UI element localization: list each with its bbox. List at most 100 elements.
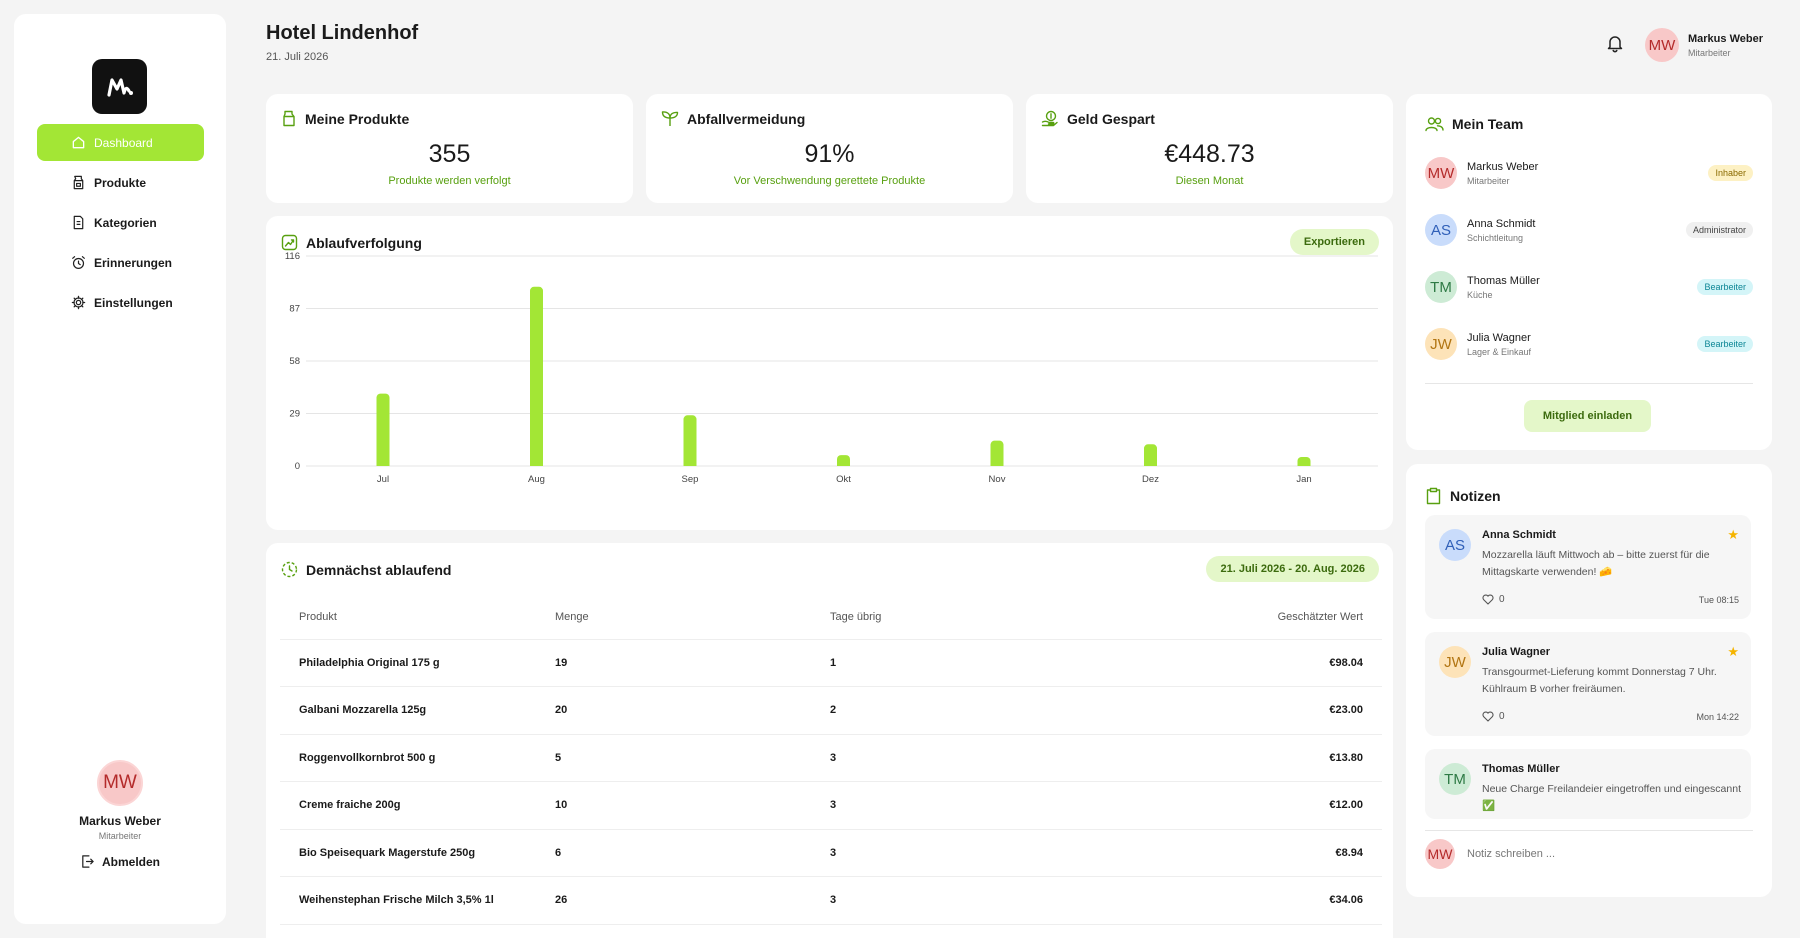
like-button[interactable]: 0 — [1482, 711, 1505, 722]
expiring-table: Produkt Menge Tage übrig Geschätzter Wer… — [280, 595, 1382, 925]
table-row[interactable]: Galbani Mozzarella 125g 20 2 €23.00 — [280, 686, 1382, 735]
gear-icon — [71, 295, 86, 310]
note-input[interactable]: Notiz schreiben ... — [1467, 848, 1556, 860]
page-date: 21. Juli 2026 — [266, 51, 329, 63]
table-row[interactable]: Bio Speisequark Magerstufe 250g 6 3 €8.94 — [280, 829, 1382, 877]
stat-subtitle: Produkte werden verfolgt — [388, 175, 511, 187]
avatar: AS — [1439, 529, 1471, 561]
team-member[interactable]: TM Thomas Müller Küche Bearbeiter — [1425, 270, 1753, 304]
note-item[interactable]: JW Julia Wagner ★ Transgourmet-Lieferung… — [1425, 632, 1751, 736]
stat-subtitle: Vor Verschwendung gerettete Produkte — [733, 175, 926, 187]
cell-product: Galbani Mozzarella 125g — [280, 686, 555, 735]
note-item[interactable]: AS Anna Schmidt ★ Mozzarella läuft Mittw… — [1425, 515, 1751, 619]
y-tick-label: 58 — [289, 356, 300, 367]
cell-product: Philadelphia Original 175 g — [280, 639, 555, 687]
sidebar-item-erinnerungen[interactable]: Erinnerungen — [37, 244, 204, 281]
cell-product: Creme fraiche 200g — [280, 781, 555, 830]
notes-card: Notizen AS Anna Schmidt ★ Mozzarella läu… — [1406, 464, 1772, 897]
sidebar-item-label: Erinnerungen — [94, 255, 173, 270]
logout-button[interactable]: Abmelden — [14, 854, 226, 869]
column-header[interactable]: Menge — [555, 595, 830, 640]
star-icon[interactable]: ★ — [1727, 527, 1739, 542]
y-tick-label: 116 — [285, 251, 300, 262]
like-count: 0 — [1499, 594, 1505, 605]
cell-quantity: 10 — [555, 781, 830, 830]
member-role: Schichtleitung — [1467, 232, 1524, 243]
cell-value: €23.00 — [1105, 686, 1382, 735]
package-icon — [73, 175, 84, 190]
y-tick-label: 0 — [295, 461, 300, 472]
y-tick-label: 87 — [289, 304, 300, 315]
table-row[interactable]: Roggenvollkornbrot 500 g 5 3 €13.80 — [280, 734, 1382, 782]
home-icon — [72, 136, 85, 149]
bell-icon[interactable] — [1605, 33, 1625, 53]
cell-quantity: 20 — [555, 686, 830, 735]
bar — [376, 393, 390, 466]
sidebar-item-kategorien[interactable]: Kategorien — [37, 204, 204, 241]
member-role: Küche — [1467, 289, 1493, 300]
bar-base — [990, 462, 1004, 466]
x-tick-label: Dez — [1142, 474, 1159, 485]
table-row[interactable]: Philadelphia Original 175 g 19 1 €98.04 — [280, 639, 1382, 687]
cell-days-left: 3 — [830, 829, 1105, 877]
heart-icon — [1482, 594, 1494, 605]
table-row[interactable]: Weihenstephan Frische Milch 3,5% 1l 26 3 €3… — [280, 876, 1382, 925]
bar — [530, 286, 543, 466]
sidebar-item-label: Dashboard — [94, 135, 153, 150]
bar — [990, 440, 1004, 466]
note-author: Julia Wagner — [1482, 646, 1551, 658]
x-tick-label: Nov — [989, 474, 1006, 485]
sidebar-item-dashboard[interactable]: Dashboard — [37, 124, 204, 161]
note-item[interactable]: TM Thomas Müller Neue Charge Freilandeie… — [1425, 749, 1751, 819]
date-range-picker[interactable]: 21. Juli 2026 - 20. Aug. 2026 — [1206, 556, 1379, 582]
app-logo[interactable] — [92, 59, 147, 114]
cell-value: €98.04 — [1105, 639, 1382, 687]
cell-quantity: 19 — [555, 639, 830, 687]
stat-title: Meine Produkte — [305, 110, 410, 127]
team-member[interactable]: JW Julia Wagner Lager & Einkauf Bearbeit… — [1425, 327, 1753, 361]
sidebar-item-label: Produkte — [94, 175, 147, 190]
x-tick-label: Okt — [836, 474, 851, 485]
member-role: Mitarbeiter — [1467, 175, 1510, 186]
x-tick-label: Aug — [528, 474, 545, 485]
expiring-card: Demnächst ablaufend 21. Juli 2026 - 20. … — [266, 543, 1393, 938]
column-header[interactable]: Produkt — [280, 595, 555, 640]
team-member[interactable]: MW Markus Weber Mitarbeiter Inhaber — [1425, 156, 1753, 190]
x-tick-label: Sep — [682, 474, 699, 485]
like-button[interactable]: 0 — [1482, 594, 1505, 605]
member-name: Julia Wagner — [1467, 331, 1531, 344]
clock-dashed-icon — [281, 561, 298, 578]
cell-days-left: 3 — [830, 734, 1105, 782]
note-composer[interactable]: MW Notiz schreiben ... — [1425, 839, 1555, 869]
y-tick-label: 29 — [289, 409, 300, 420]
avatar: JW — [1425, 328, 1457, 360]
role-badge: Administrator — [1685, 222, 1753, 238]
avatar: AS — [1425, 214, 1457, 246]
bar — [683, 415, 697, 466]
chart-trend-icon — [281, 234, 298, 251]
sidebar-item-einstellungen[interactable]: Einstellungen — [37, 284, 204, 321]
avatar: MW — [1425, 157, 1457, 189]
user-role: Mitarbeiter — [98, 831, 142, 841]
bar-base — [837, 462, 850, 466]
user-name: Markus Weber — [79, 814, 161, 828]
star-icon[interactable]: ★ — [1727, 644, 1739, 659]
x-tick-label: Jan — [1296, 474, 1311, 485]
table-row[interactable]: Creme fraiche 200g 10 3 €12.00 — [280, 781, 1382, 830]
column-header[interactable]: Tage übrig — [830, 595, 1105, 640]
document-icon — [73, 215, 84, 230]
avatar[interactable]: MW — [97, 760, 143, 806]
bar-base — [376, 462, 390, 466]
team-card: Mein Team MW Markus Weber Mitarbeiter In… — [1406, 94, 1772, 450]
stat-value: 91% — [804, 140, 855, 168]
bar-base — [1144, 462, 1157, 466]
export-button[interactable]: Exportieren — [1289, 229, 1379, 255]
sidebar-item-produkte[interactable]: Produkte — [37, 164, 204, 201]
column-header[interactable]: Geschätzter Wert — [1105, 595, 1382, 640]
team-member[interactable]: AS Anna Schmidt Schichtleitung Administr… — [1425, 213, 1753, 247]
invite-member-button[interactable]: Mitglied einladen — [1524, 400, 1651, 432]
header-user[interactable]: MW Markus Weber Mitarbeiter — [1645, 28, 1763, 62]
note-time: Tue 08:15 — [1698, 595, 1739, 605]
cell-value: €12.00 — [1105, 781, 1382, 830]
avatar: JW — [1439, 646, 1471, 678]
